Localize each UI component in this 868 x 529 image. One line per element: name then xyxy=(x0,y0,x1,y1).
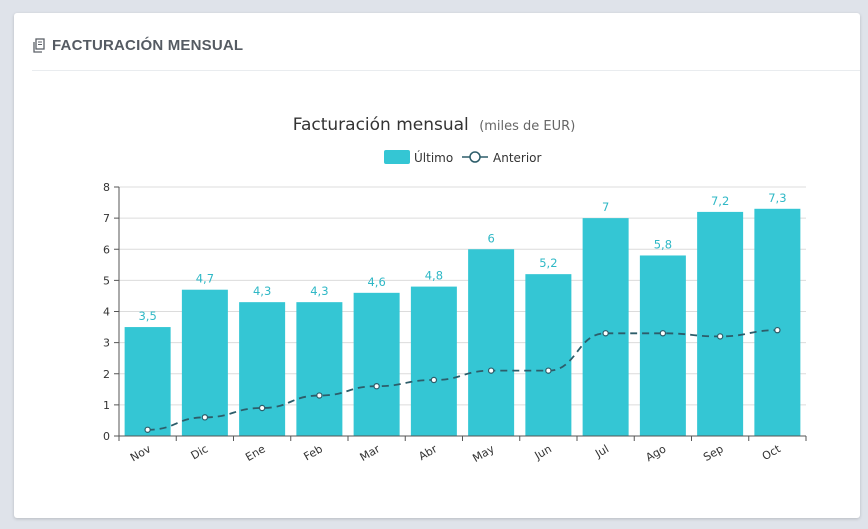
x-tick-label: May xyxy=(470,442,497,465)
bar-value-label: 4,8 xyxy=(425,269,443,283)
line-point[interactable] xyxy=(716,333,724,340)
grid-lines xyxy=(119,186,806,406)
chart-container: Facturación mensual (miles de EUR) Últim… xyxy=(14,13,860,518)
y-tick-label: 3 xyxy=(103,337,110,350)
bar[interactable] xyxy=(525,274,572,436)
bar[interactable] xyxy=(468,249,515,436)
bar[interactable] xyxy=(697,211,744,436)
legend-label-ultimo[interactable]: Último xyxy=(414,150,453,165)
chart-title: Facturación mensual (miles de EUR) xyxy=(293,115,576,135)
bar-value-label: 4,7 xyxy=(196,272,214,286)
bar-value-label: 7,3 xyxy=(768,191,786,205)
line-point[interactable] xyxy=(316,392,323,399)
bar[interactable] xyxy=(639,255,686,436)
chart-title-main: Facturación mensual xyxy=(293,115,469,135)
bar-value-label: 7 xyxy=(602,200,609,214)
x-tick-label: Mar xyxy=(358,442,383,464)
y-tick-label: 0 xyxy=(103,430,110,443)
bar-value-labels: 3,5 4,7 4,3 4,3 4,6 4,8 6 5,2 7 5,8 7,2 7,3 xyxy=(138,191,786,323)
bar-value-label: 5,2 xyxy=(539,256,557,270)
line-point[interactable] xyxy=(659,330,667,337)
monthly-billing-card: FACTURACIÓN MENSUAL Facturación mensual … xyxy=(14,13,860,518)
line-point[interactable] xyxy=(258,404,266,412)
x-tick-label: Jun xyxy=(532,442,554,462)
billing-chart: Facturación mensual (miles de EUR) Últim… xyxy=(103,115,807,465)
bar[interactable] xyxy=(296,302,343,436)
y-tick-label: 4 xyxy=(103,306,110,319)
y-tick-label: 8 xyxy=(103,181,110,194)
chart-subtitle: (miles de EUR) xyxy=(479,119,575,134)
y-tick-label: 6 xyxy=(103,243,110,256)
y-tick-label: 5 xyxy=(103,274,110,287)
bar-series xyxy=(124,208,801,436)
bar[interactable] xyxy=(410,286,457,436)
bar[interactable] xyxy=(353,292,400,436)
bar-value-label: 3,5 xyxy=(138,309,156,323)
line-point[interactable] xyxy=(430,376,438,384)
bar[interactable] xyxy=(181,289,228,436)
bar[interactable] xyxy=(754,208,801,436)
bar-value-label: 5,8 xyxy=(654,237,672,251)
line-point[interactable] xyxy=(373,383,380,390)
chart-legend: Último Anterior xyxy=(384,150,542,165)
legend-bar-swatch xyxy=(384,150,410,164)
x-tick-label: Sep xyxy=(701,442,725,464)
card-title: FACTURACIÓN MENSUAL xyxy=(52,37,244,54)
x-tick-label: Ene xyxy=(243,442,268,464)
x-tick-label: Abr xyxy=(416,442,439,463)
bar-value-label: 4,3 xyxy=(310,284,328,298)
bar-value-label: 4,3 xyxy=(253,284,271,298)
bar[interactable] xyxy=(239,302,286,436)
legend-line-marker xyxy=(469,151,481,163)
bar-value-label: 7,2 xyxy=(711,194,729,208)
document-copy-icon xyxy=(32,38,46,54)
x-tick-label: Ago xyxy=(643,442,668,464)
x-tick-label: Oct xyxy=(760,442,784,463)
line-point[interactable] xyxy=(201,414,209,421)
card-header: FACTURACIÓN MENSUAL xyxy=(32,30,860,71)
line-point[interactable] xyxy=(602,330,609,337)
x-tick-label: Feb xyxy=(302,442,325,463)
bar[interactable] xyxy=(124,327,171,436)
y-tick-label: 1 xyxy=(103,399,110,412)
line-series xyxy=(144,326,781,433)
y-tick-label: 7 xyxy=(103,212,110,225)
line-point[interactable] xyxy=(144,426,151,433)
bar-value-label: 4,6 xyxy=(367,275,385,289)
anterior-line[interactable] xyxy=(147,329,778,431)
legend-label-anterior[interactable]: Anterior xyxy=(493,151,542,165)
x-tick-label: Dic xyxy=(189,442,211,462)
bar[interactable] xyxy=(582,218,629,436)
bar-value-label: 6 xyxy=(487,231,494,245)
x-tick-label: Jul xyxy=(592,442,611,460)
line-point[interactable] xyxy=(545,367,552,374)
line-point[interactable] xyxy=(487,367,495,374)
line-point[interactable] xyxy=(774,326,781,334)
x-tick-label: Nov xyxy=(128,442,154,464)
y-tick-label: 2 xyxy=(103,368,110,381)
